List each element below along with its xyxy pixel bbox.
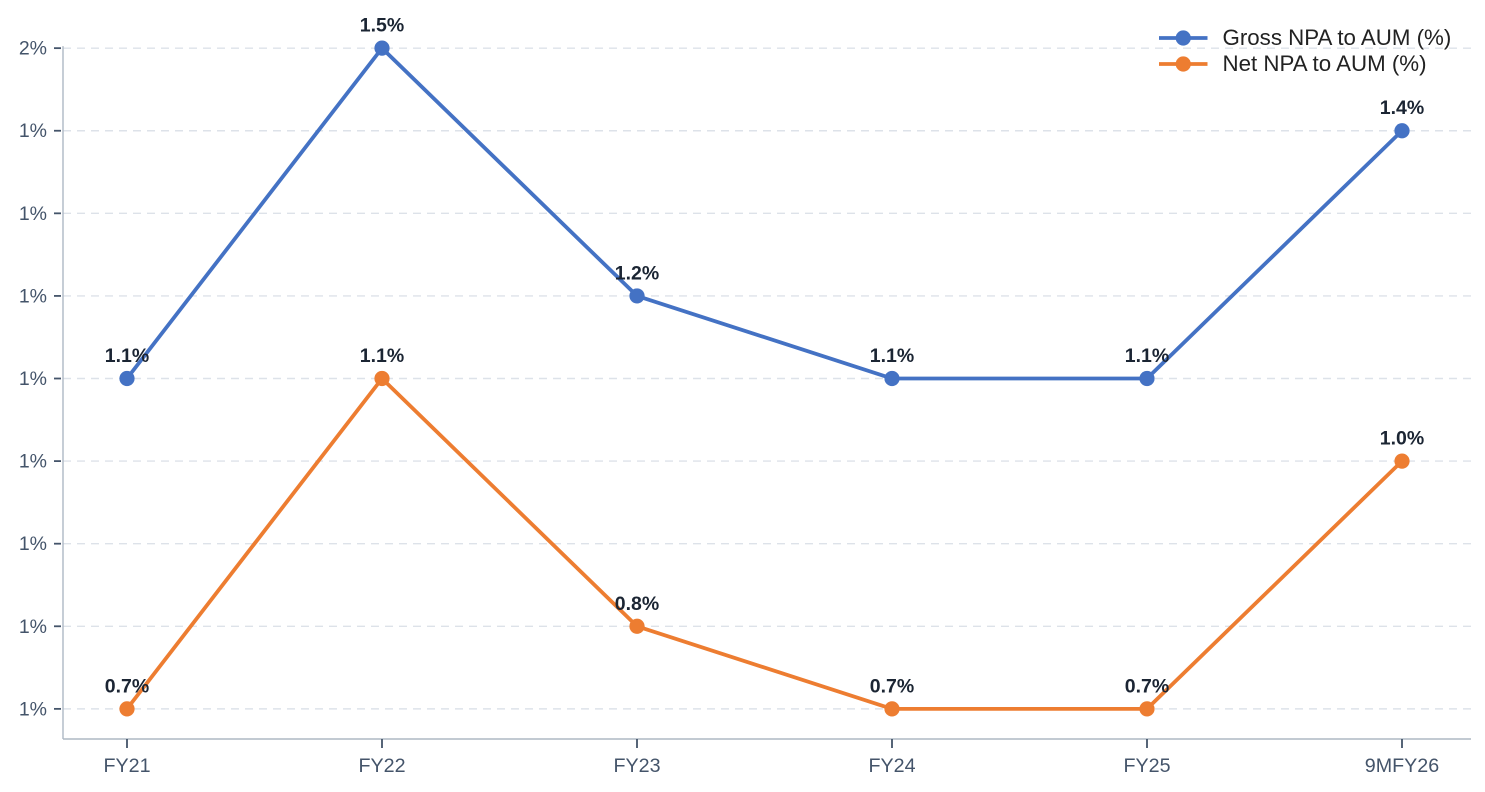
svg-text:1.1%: 1.1%	[870, 345, 914, 367]
svg-text:1%: 1%	[19, 451, 47, 473]
svg-text:1.1%: 1.1%	[105, 345, 149, 367]
svg-text:0.8%: 0.8%	[615, 593, 659, 615]
svg-text:0.7%: 0.7%	[870, 675, 914, 697]
svg-text:1%: 1%	[19, 285, 47, 307]
svg-text:FY23: FY23	[613, 755, 660, 777]
svg-text:FY24: FY24	[868, 755, 915, 777]
svg-text:1%: 1%	[19, 120, 47, 142]
svg-text:0.7%: 0.7%	[105, 675, 149, 697]
svg-text:FY22: FY22	[358, 755, 405, 777]
svg-text:1.5%: 1.5%	[360, 15, 404, 37]
svg-text:1%: 1%	[19, 368, 47, 390]
svg-text:1%: 1%	[19, 533, 47, 555]
svg-text:1%: 1%	[19, 616, 47, 638]
svg-text:Gross NPA to AUM (%): Gross NPA to AUM (%)	[1223, 25, 1452, 50]
svg-text:9MFY26: 9MFY26	[1365, 755, 1439, 777]
svg-text:1.1%: 1.1%	[1125, 345, 1169, 367]
svg-text:1%: 1%	[19, 698, 47, 720]
svg-text:0.7%: 0.7%	[1125, 675, 1169, 697]
svg-text:FY21: FY21	[103, 755, 150, 777]
svg-text:Net NPA to AUM (%): Net NPA to AUM (%)	[1223, 51, 1427, 76]
svg-text:1.1%: 1.1%	[360, 345, 404, 367]
svg-text:1%: 1%	[19, 203, 47, 225]
svg-text:FY25: FY25	[1123, 755, 1170, 777]
svg-text:1.0%: 1.0%	[1380, 428, 1424, 450]
svg-text:1.2%: 1.2%	[615, 262, 659, 284]
svg-text:2%: 2%	[19, 38, 47, 60]
svg-text:1.4%: 1.4%	[1380, 97, 1424, 119]
